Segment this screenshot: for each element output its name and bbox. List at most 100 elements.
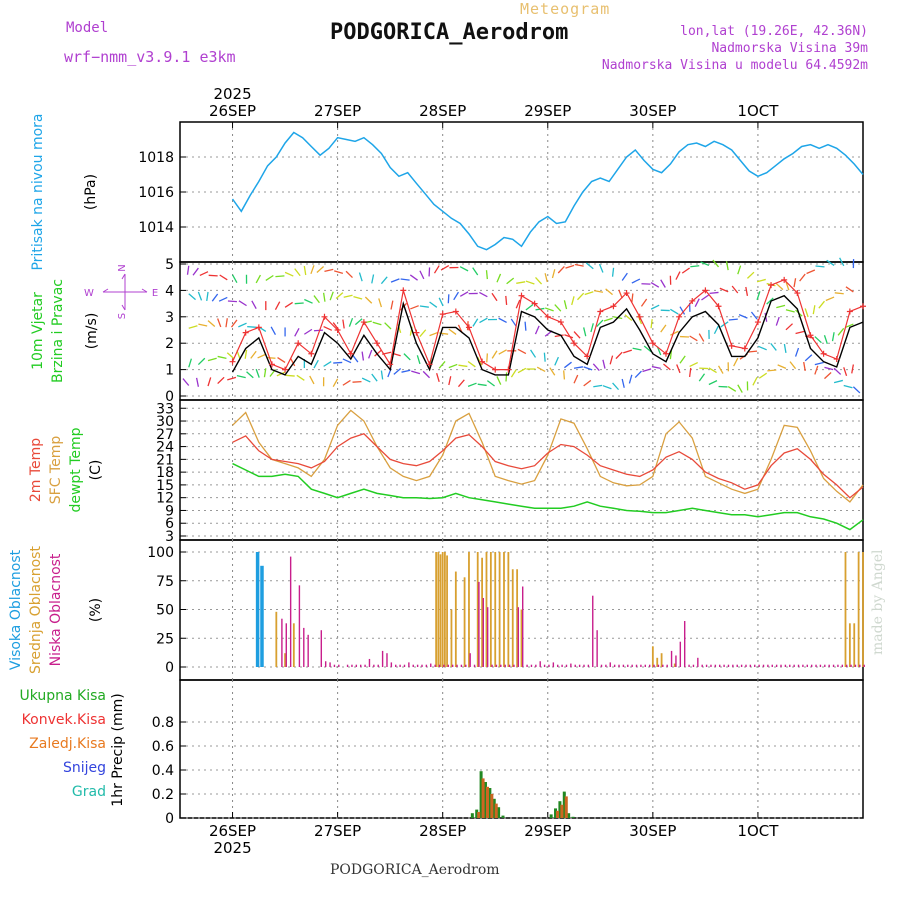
compass-s: S xyxy=(117,313,128,319)
wind-arrow xyxy=(534,325,540,335)
wind-arrow xyxy=(834,292,844,295)
location-coords: lon,lat (19.26E, 42.36N) xyxy=(680,24,868,39)
wind-arrow xyxy=(679,306,686,315)
wind-arrow xyxy=(225,318,228,328)
cloud-bar-mid xyxy=(848,623,851,667)
wind-arrow xyxy=(573,374,579,384)
cloud-bar-low xyxy=(460,664,463,667)
cloud-bar-low xyxy=(434,664,436,667)
wind-arrow xyxy=(785,323,793,331)
cloud-bar-mid xyxy=(443,552,446,667)
gust-marker xyxy=(492,366,499,373)
cloud-bar-low xyxy=(421,664,423,667)
wind-arrow xyxy=(731,285,739,294)
wind-arrow xyxy=(621,272,628,281)
gust-marker xyxy=(557,319,564,326)
wind-arrow xyxy=(615,351,623,360)
wind-arrow xyxy=(371,373,378,382)
wind-arrow xyxy=(419,305,429,308)
wind-arrow xyxy=(505,372,508,382)
wind-arrow xyxy=(491,292,498,302)
wind-arrow xyxy=(263,368,267,378)
wind-arrow xyxy=(564,361,572,369)
wind-arrow xyxy=(818,300,825,309)
wind-arrow xyxy=(770,342,777,351)
y-tick-label-temperature: 21 xyxy=(156,452,174,468)
wind-arrow xyxy=(342,319,345,329)
wind-arrow xyxy=(496,273,502,283)
gust-marker xyxy=(833,356,840,363)
wind-arrow xyxy=(227,376,237,381)
wind-arrow xyxy=(700,261,710,267)
unit-temp: (C) xyxy=(88,460,104,481)
wind-arrow xyxy=(516,281,526,284)
wind-arrow xyxy=(384,322,392,330)
cloud-bar-low xyxy=(412,664,414,667)
y-tick-label-pressure: 1016 xyxy=(138,185,174,201)
label-pressure: Pritisak na nivou mora xyxy=(30,113,46,270)
precip-bar-total xyxy=(558,801,562,818)
cloud-bar-mid xyxy=(844,552,847,667)
cloud-bar-low xyxy=(644,664,646,667)
wind-arrow xyxy=(833,367,842,375)
wind-arrow xyxy=(632,347,642,351)
wind-arrow xyxy=(571,296,575,306)
gust-marker xyxy=(387,361,394,368)
wind-arrow xyxy=(543,352,546,362)
gust-marker xyxy=(610,303,617,310)
gust-marker xyxy=(807,332,814,339)
cloud-bar-low xyxy=(377,664,379,667)
cloud-bar-low xyxy=(640,664,642,667)
wind-arrow xyxy=(447,294,450,304)
wind-arrow xyxy=(745,286,749,297)
wind-arrow xyxy=(198,323,208,327)
cloud-bar-low xyxy=(762,664,765,667)
cloud-bar-low xyxy=(346,664,349,667)
wind-arrow xyxy=(188,293,196,301)
wind-arrow xyxy=(390,300,394,310)
wind-arrow xyxy=(486,380,495,387)
wind-arrow xyxy=(505,295,508,305)
gust-marker xyxy=(544,313,551,320)
cloud-bar-low xyxy=(701,664,703,667)
wind-arrow xyxy=(324,268,334,273)
wind-arrow xyxy=(777,364,787,369)
precip-bar-conv xyxy=(556,810,560,818)
gust-marker xyxy=(689,297,696,304)
wind-arrow xyxy=(244,349,248,359)
cloud-bar-low xyxy=(775,664,778,667)
cloud-bar-low xyxy=(539,661,541,667)
wind-arrow xyxy=(491,350,498,359)
wind-arrow xyxy=(583,327,587,337)
cloud-bar-low xyxy=(557,664,559,667)
cloud-bar-low xyxy=(819,664,822,667)
gust-marker xyxy=(426,361,433,368)
cloud-bar-low xyxy=(416,664,419,667)
wind-arrow xyxy=(440,265,450,271)
wind-arrow xyxy=(351,354,359,363)
pressure-line xyxy=(231,131,864,251)
wind-arrow xyxy=(544,307,554,312)
wind-arrow xyxy=(728,318,738,321)
wind-arrow xyxy=(530,349,537,358)
cloud-bar-low xyxy=(368,658,371,667)
gust-marker xyxy=(334,327,341,333)
cloud-bar-low xyxy=(789,664,791,667)
wind-arrow xyxy=(208,274,218,277)
temp-2m-line xyxy=(232,433,864,499)
cloud-bar-low xyxy=(364,664,366,667)
cloud-bar-low xyxy=(386,653,388,667)
cloud-bar-low xyxy=(587,664,590,667)
wind-arrow xyxy=(438,360,446,369)
cloud-bar-low xyxy=(478,581,480,667)
wind-arrow xyxy=(766,297,774,305)
wind-arrow xyxy=(851,364,855,374)
cloud-bar-low xyxy=(285,623,287,667)
cloud-bar-low xyxy=(845,664,848,667)
wind-arrow xyxy=(565,264,575,269)
cloud-bar-low xyxy=(530,664,533,667)
gust-marker xyxy=(781,276,788,283)
wind-arrow xyxy=(795,330,805,335)
precip-bar-conv xyxy=(485,786,489,818)
wind-arrow xyxy=(182,378,190,386)
